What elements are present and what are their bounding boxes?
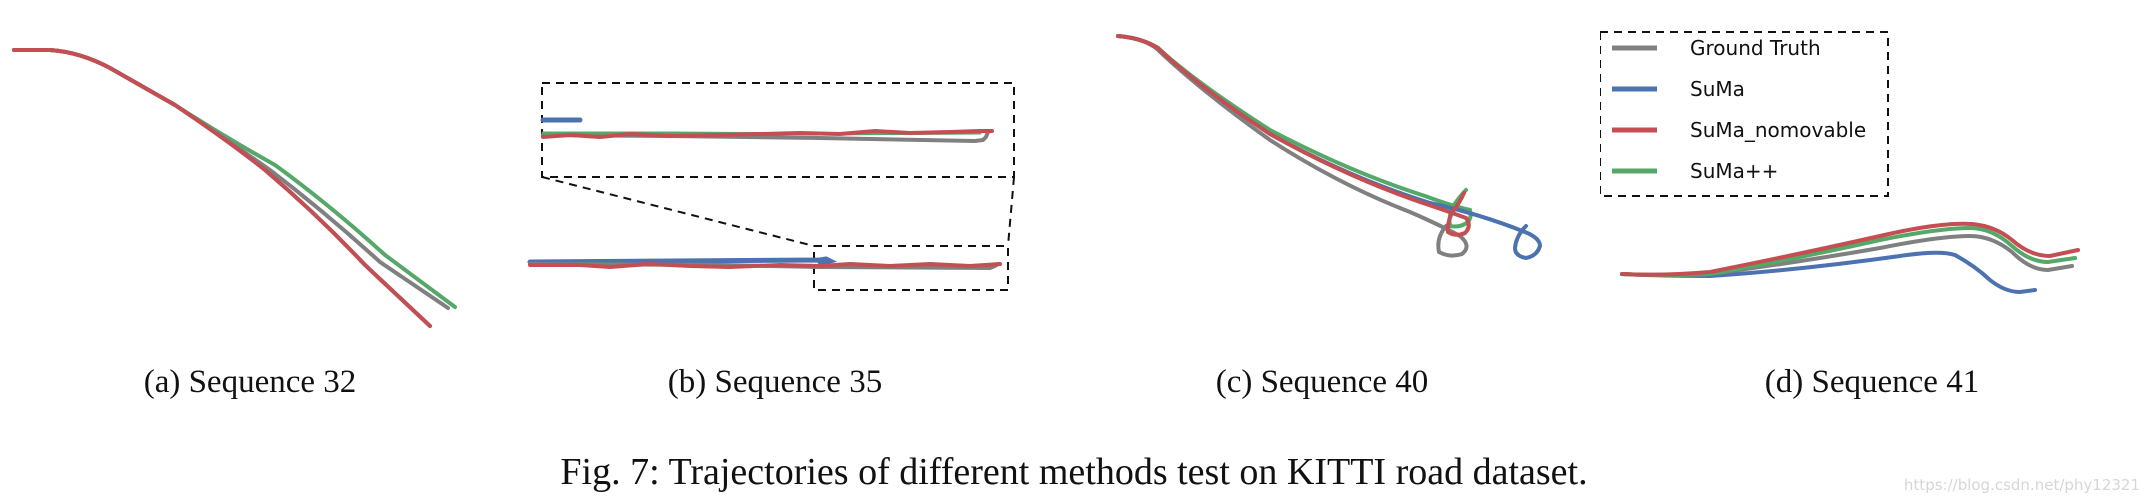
- trajectory-suma-nomovable: [528, 261, 1002, 270]
- legend-label: Ground Truth: [1690, 36, 1821, 60]
- trajectory-ground-truth: [12, 48, 450, 310]
- subcaption-seq35: (b) Sequence 35: [667, 364, 883, 400]
- zoom-connector: [541, 176, 815, 247]
- trajectory-suma-nomovable: [12, 48, 432, 328]
- trajectory-plot-seq35: [527, 82, 1015, 291]
- legend-label: SuMa: [1690, 77, 1745, 101]
- subcaption-seq41: (d) Sequence 41: [1764, 364, 1980, 400]
- watermark: https://blog.csdn.net/phy12321: [1903, 476, 2140, 494]
- trajectory-suma-nomovable: [1620, 221, 2080, 277]
- zoom-inset-box: [541, 82, 1015, 178]
- subcaption-seq32: (a) Sequence 32: [143, 364, 357, 400]
- trajectory-suma-nomovable: [541, 128, 994, 140]
- trajectory-plot-seq40: [1116, 34, 1543, 261]
- legend-label: SuMa_nomovable: [1690, 118, 1866, 142]
- trajectory-suma: [12, 48, 432, 328]
- trajectory-suma: [527, 256, 838, 265]
- subcaption-seq40: (c) Sequence 40: [1215, 364, 1429, 400]
- legend-label: SuMa++: [1690, 159, 1778, 183]
- figure-caption: Fig. 7: Trajectories of different method…: [560, 451, 1588, 493]
- trajectory-plot-seq41: Ground Truth SuMa SuMa_nomovable SuMa++: [1600, 31, 2080, 295]
- zoom-connector: [1007, 176, 1015, 247]
- trajectory-suma-nomovable: [1116, 34, 1471, 237]
- legend: Ground Truth SuMa SuMa_nomovable SuMa++: [1600, 31, 1889, 197]
- trajectory-plot-seq32: [12, 48, 457, 328]
